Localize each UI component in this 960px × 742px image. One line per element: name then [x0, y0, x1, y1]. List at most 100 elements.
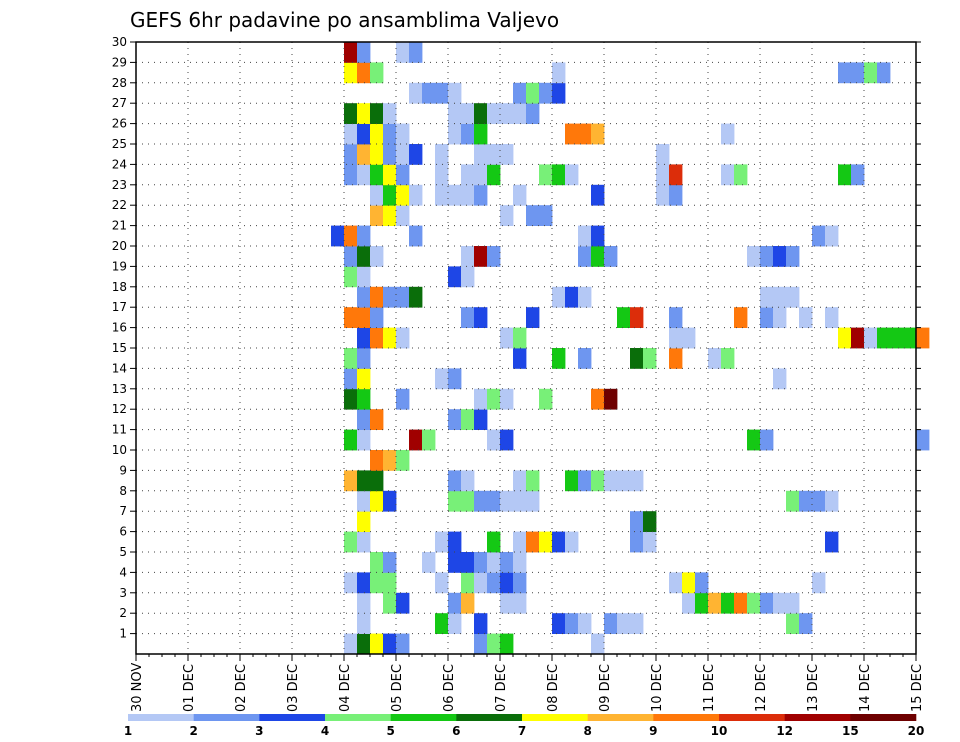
cell-member-4-step-24 [448, 552, 462, 573]
cell-member-0-step-35 [591, 633, 605, 655]
cell-member-15-step-20 [396, 327, 410, 349]
cell-member-29-step-21 [409, 42, 423, 63]
colorbar-label: 12 [776, 724, 793, 738]
cell-member-7-step-29 [513, 490, 527, 512]
cell-member-19-step-35 [591, 246, 605, 267]
cell-member-26-step-28 [500, 103, 514, 124]
colorbar-label: 8 [583, 724, 591, 738]
cell-member-17-step-34 [578, 286, 592, 308]
cell-member-2-step-49 [773, 592, 787, 614]
cell-member-8-step-38 [630, 470, 644, 492]
cell-member-15-step-18 [370, 327, 384, 349]
cell-member-8-step-30 [526, 470, 540, 492]
cell-member-24-step-28 [500, 144, 514, 165]
x-tick-label: 08 DEC [546, 664, 561, 712]
y-tick-label: 24 [112, 157, 127, 171]
y-tick-label: 1 [119, 627, 127, 641]
cell-member-1-step-17 [357, 613, 371, 634]
cell-member-8-step-24 [448, 470, 462, 492]
cell-member-0-step-16 [344, 633, 358, 655]
cell-member-29-step-20 [396, 42, 410, 63]
cell-member-5-step-29 [513, 531, 527, 553]
cell-member-27-step-24 [448, 82, 462, 104]
cell-member-26-step-27 [487, 103, 501, 124]
cell-member-12-step-26 [474, 388, 488, 410]
cell-member-24-step-21 [409, 144, 423, 165]
cell-member-17-step-17 [357, 286, 371, 308]
cell-member-3-step-43 [695, 572, 709, 594]
cell-member-14-step-41 [669, 348, 683, 369]
cell-member-24-step-16 [344, 144, 358, 165]
cell-member-23-step-23 [435, 164, 449, 186]
cell-member-19-step-25 [461, 246, 475, 267]
cell-member-11-step-26 [474, 409, 488, 430]
cell-member-1-step-37 [617, 613, 631, 634]
cell-member-8-step-17 [357, 470, 371, 492]
cell-member-24-step-26 [474, 144, 488, 165]
cell-member-4-step-27 [487, 552, 501, 573]
cell-member-26-step-30 [526, 103, 540, 124]
cell-member-2-step-42 [682, 592, 696, 614]
cell-member-23-step-46 [734, 164, 748, 186]
cell-member-17-step-20 [396, 286, 410, 308]
cell-member-3-step-18 [370, 572, 384, 594]
cell-member-1-step-26 [474, 613, 488, 634]
colorbar-label: 7 [518, 724, 526, 738]
y-tick-label: 19 [112, 259, 127, 273]
x-tick-label: 12 DEC [754, 664, 769, 712]
cell-member-2-step-47 [747, 592, 761, 614]
cell-member-3-step-27 [487, 572, 501, 594]
cell-member-14-step-39 [643, 348, 657, 369]
cell-member-0-step-27 [487, 633, 501, 655]
cell-member-10-step-60 [916, 429, 930, 451]
y-tick-label: 18 [112, 280, 127, 294]
cell-member-8-step-29 [513, 470, 527, 492]
cell-member-16-step-49 [773, 307, 787, 328]
cell-member-27-step-31 [539, 82, 553, 104]
cell-member-22-step-21 [409, 184, 423, 206]
cell-member-11-step-17 [357, 409, 371, 430]
cell-member-8-step-18 [370, 470, 384, 492]
cell-member-1-step-33 [565, 613, 579, 634]
cell-member-2-step-43 [695, 592, 709, 614]
x-tick-label: 11 DEC [702, 664, 717, 712]
cell-member-9-step-20 [396, 450, 410, 471]
cell-member-14-step-32 [552, 348, 566, 369]
cell-member-7-step-53 [825, 490, 839, 512]
cell-member-0-step-19 [383, 633, 397, 655]
cell-member-12-step-17 [357, 388, 371, 410]
cell-member-23-step-25 [461, 164, 475, 186]
chart-title: GEFS 6hr padavine po ansamblima Valjevo [130, 8, 559, 32]
cell-member-2-step-46 [734, 592, 748, 614]
y-tick-label: 14 [112, 361, 127, 375]
cell-member-21-step-28 [500, 205, 514, 226]
colorbar-swatch [193, 714, 260, 721]
cell-member-16-step-25 [461, 307, 475, 328]
cell-member-5-step-30 [526, 531, 540, 553]
cell-member-6-step-39 [643, 511, 657, 532]
cell-member-8-step-34 [578, 470, 592, 492]
y-tick-label: 28 [112, 76, 127, 90]
cell-member-14-step-29 [513, 348, 527, 369]
cell-member-15-step-58 [890, 327, 904, 349]
cell-member-11-step-18 [370, 409, 384, 430]
cell-member-5-step-16 [344, 531, 358, 553]
cell-member-21-step-20 [396, 205, 410, 226]
cell-member-19-step-16 [344, 246, 358, 267]
cell-member-28-step-54 [838, 62, 852, 84]
cell-member-2-step-19 [383, 592, 397, 614]
cell-member-27-step-29 [513, 82, 527, 104]
cell-member-17-step-50 [786, 286, 800, 308]
cell-member-14-step-16 [344, 348, 358, 369]
cell-member-28-step-32 [552, 62, 566, 84]
cell-member-20-step-17 [357, 225, 371, 247]
colorbar-label: 20 [908, 724, 925, 738]
colorbar-swatch [784, 714, 851, 721]
cell-member-2-step-48 [760, 592, 774, 614]
cell-member-16-step-51 [799, 307, 813, 328]
cell-member-7-step-24 [448, 490, 462, 512]
cell-member-6-step-17 [357, 511, 371, 532]
cell-member-24-step-19 [383, 144, 397, 165]
cell-member-19-step-47 [747, 246, 761, 267]
cell-member-21-step-18 [370, 205, 384, 226]
